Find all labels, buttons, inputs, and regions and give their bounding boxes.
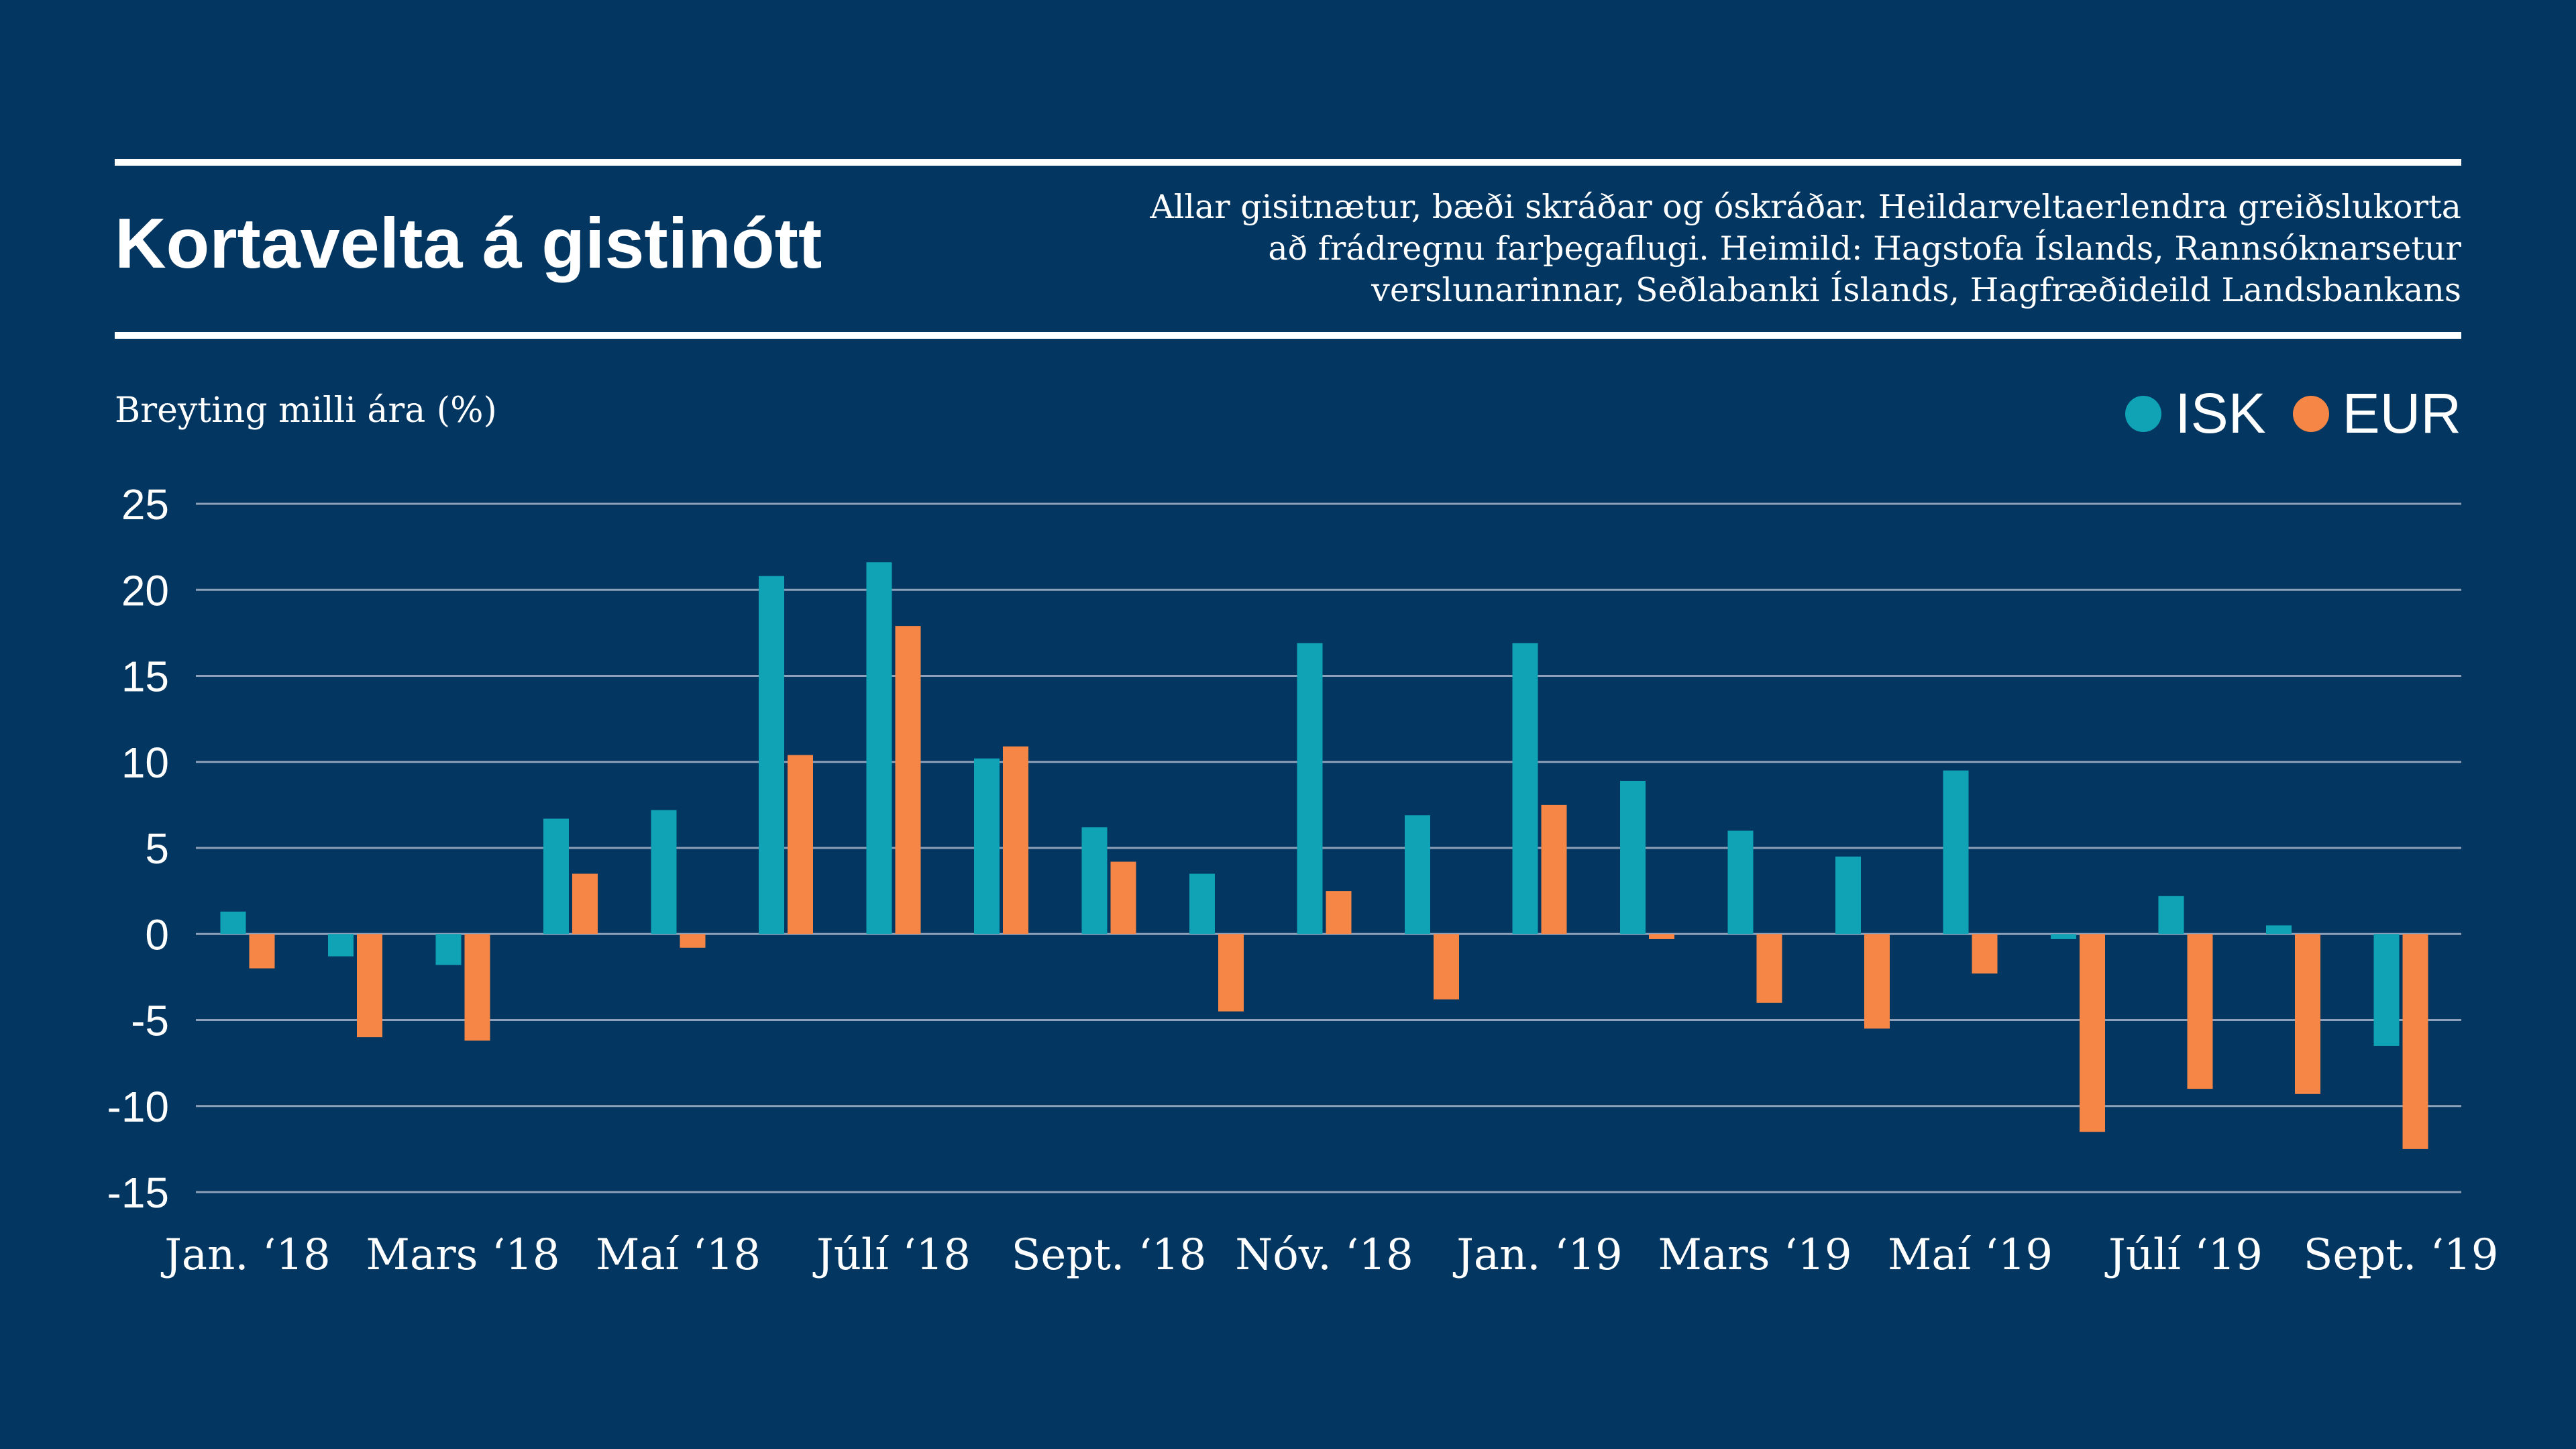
bar-isk [2266,925,2292,934]
bar-isk [1297,643,1323,934]
bar-eur [1972,934,1998,974]
legend-item-isk: ISK [2125,381,2266,446]
bar-isk [1081,827,1108,934]
bar-eur [1218,934,1244,1012]
bar-isk [2373,934,2400,1046]
bar-eur [2295,934,2320,1094]
bars [220,562,2428,1149]
source-note-line: Allar gisitnætur, bæði skráðar og óskráð… [1150,188,2461,226]
bar-isk [435,934,462,965]
bar-eur [1003,746,1028,934]
bar-isk [1620,780,1646,934]
bar-eur [2187,934,2213,1089]
bar-isk [1727,830,1754,934]
x-tick-label: Maí ‘19 [1888,1230,2053,1280]
x-tick-label: Sept. ‘18 [1012,1230,1207,1280]
bar-isk [1512,643,1538,934]
bar-eur [2402,934,2428,1149]
bar-isk [2051,934,2076,939]
bar-isk [220,911,246,934]
bar-eur [788,755,813,934]
bar-eur [680,934,706,948]
bar-isk [974,758,1000,934]
y-tick-label: 5 [145,824,169,873]
bar-eur [1110,861,1136,934]
bar-isk [759,576,784,934]
bar-eur [249,934,275,969]
y-tick-label: 25 [121,480,169,529]
header-top-rule [115,159,2461,166]
bar-eur [572,873,598,934]
bar-isk [543,818,569,934]
x-tick-label: Jan. ‘19 [1452,1230,1623,1280]
legend-item-eur: EUR [2292,381,2461,446]
x-axis-ticks: Jan. ‘18 Mars ‘18 Maí ‘18 Júlí ‘18 Sept. ‘18… [160,1230,2498,1280]
source-note-line: verslunarinnar, Seðlabanki Íslands, Hagf… [1371,271,2461,309]
bar-eur [1541,804,1567,934]
source-note-line: að frádregnu farþegaflugi. Heimild: Hags… [1268,229,2461,268]
y-tick-label: 20 [121,566,169,614]
x-tick-label: Júlí ‘19 [2104,1230,2263,1280]
bar-isk [328,934,354,957]
bar-eur [1756,934,1782,1003]
x-tick-label: Júlí ‘18 [812,1230,971,1280]
legend-swatch-isk [2125,395,2162,432]
bar-eur [1649,934,1674,939]
x-tick-label: Sept. ‘19 [2304,1230,2499,1280]
bar-isk [651,810,677,934]
x-tick-label: Mars ‘19 [1658,1230,1851,1280]
x-tick-label: Mars ‘18 [366,1230,559,1280]
bar-isk [1835,856,1861,934]
bar-eur [1434,934,1459,1000]
legend: ISK EUR [2098,381,2461,446]
legend-label-isk: ISK [2175,382,2266,445]
bar-isk [1189,873,1215,934]
bar-eur [1864,934,1890,1029]
chart-source-note: Allar gisitnætur, bæði skráðar og óskráð… [918,186,2461,311]
y-axis-title: Breyting milli ára (%) [115,390,497,431]
y-tick-label: 0 [145,910,169,959]
y-tick-label: -15 [107,1169,170,1217]
x-tick-label: Nóv. ‘18 [1235,1230,1413,1280]
bar-eur [895,626,921,934]
x-tick-label: Maí ‘18 [596,1230,761,1280]
y-tick-label: -5 [131,997,169,1045]
bar-isk [2158,896,2184,934]
legend-swatch-eur [2292,395,2329,432]
y-axis-ticks: 25 20 15 10 5 0 -5 -10 -15 [107,480,170,1217]
x-tick-label: Jan. ‘18 [160,1230,331,1280]
y-tick-label: 15 [121,653,169,701]
bar-eur [1326,891,1352,934]
bar-eur [357,934,382,1038]
y-tick-label: -10 [107,1083,170,1131]
legend-label-eur: EUR [2342,382,2461,445]
y-tick-label: 10 [121,739,169,787]
chart-title: Kortavelta á gistinótt [115,204,822,283]
bar-eur [2080,934,2105,1132]
bar-eur [464,934,490,1041]
header-bottom-rule [115,332,2461,339]
gridlines [196,502,2461,1193]
bar-isk [1943,770,1969,934]
bar-isk [866,562,892,934]
bar-isk [1405,815,1430,934]
